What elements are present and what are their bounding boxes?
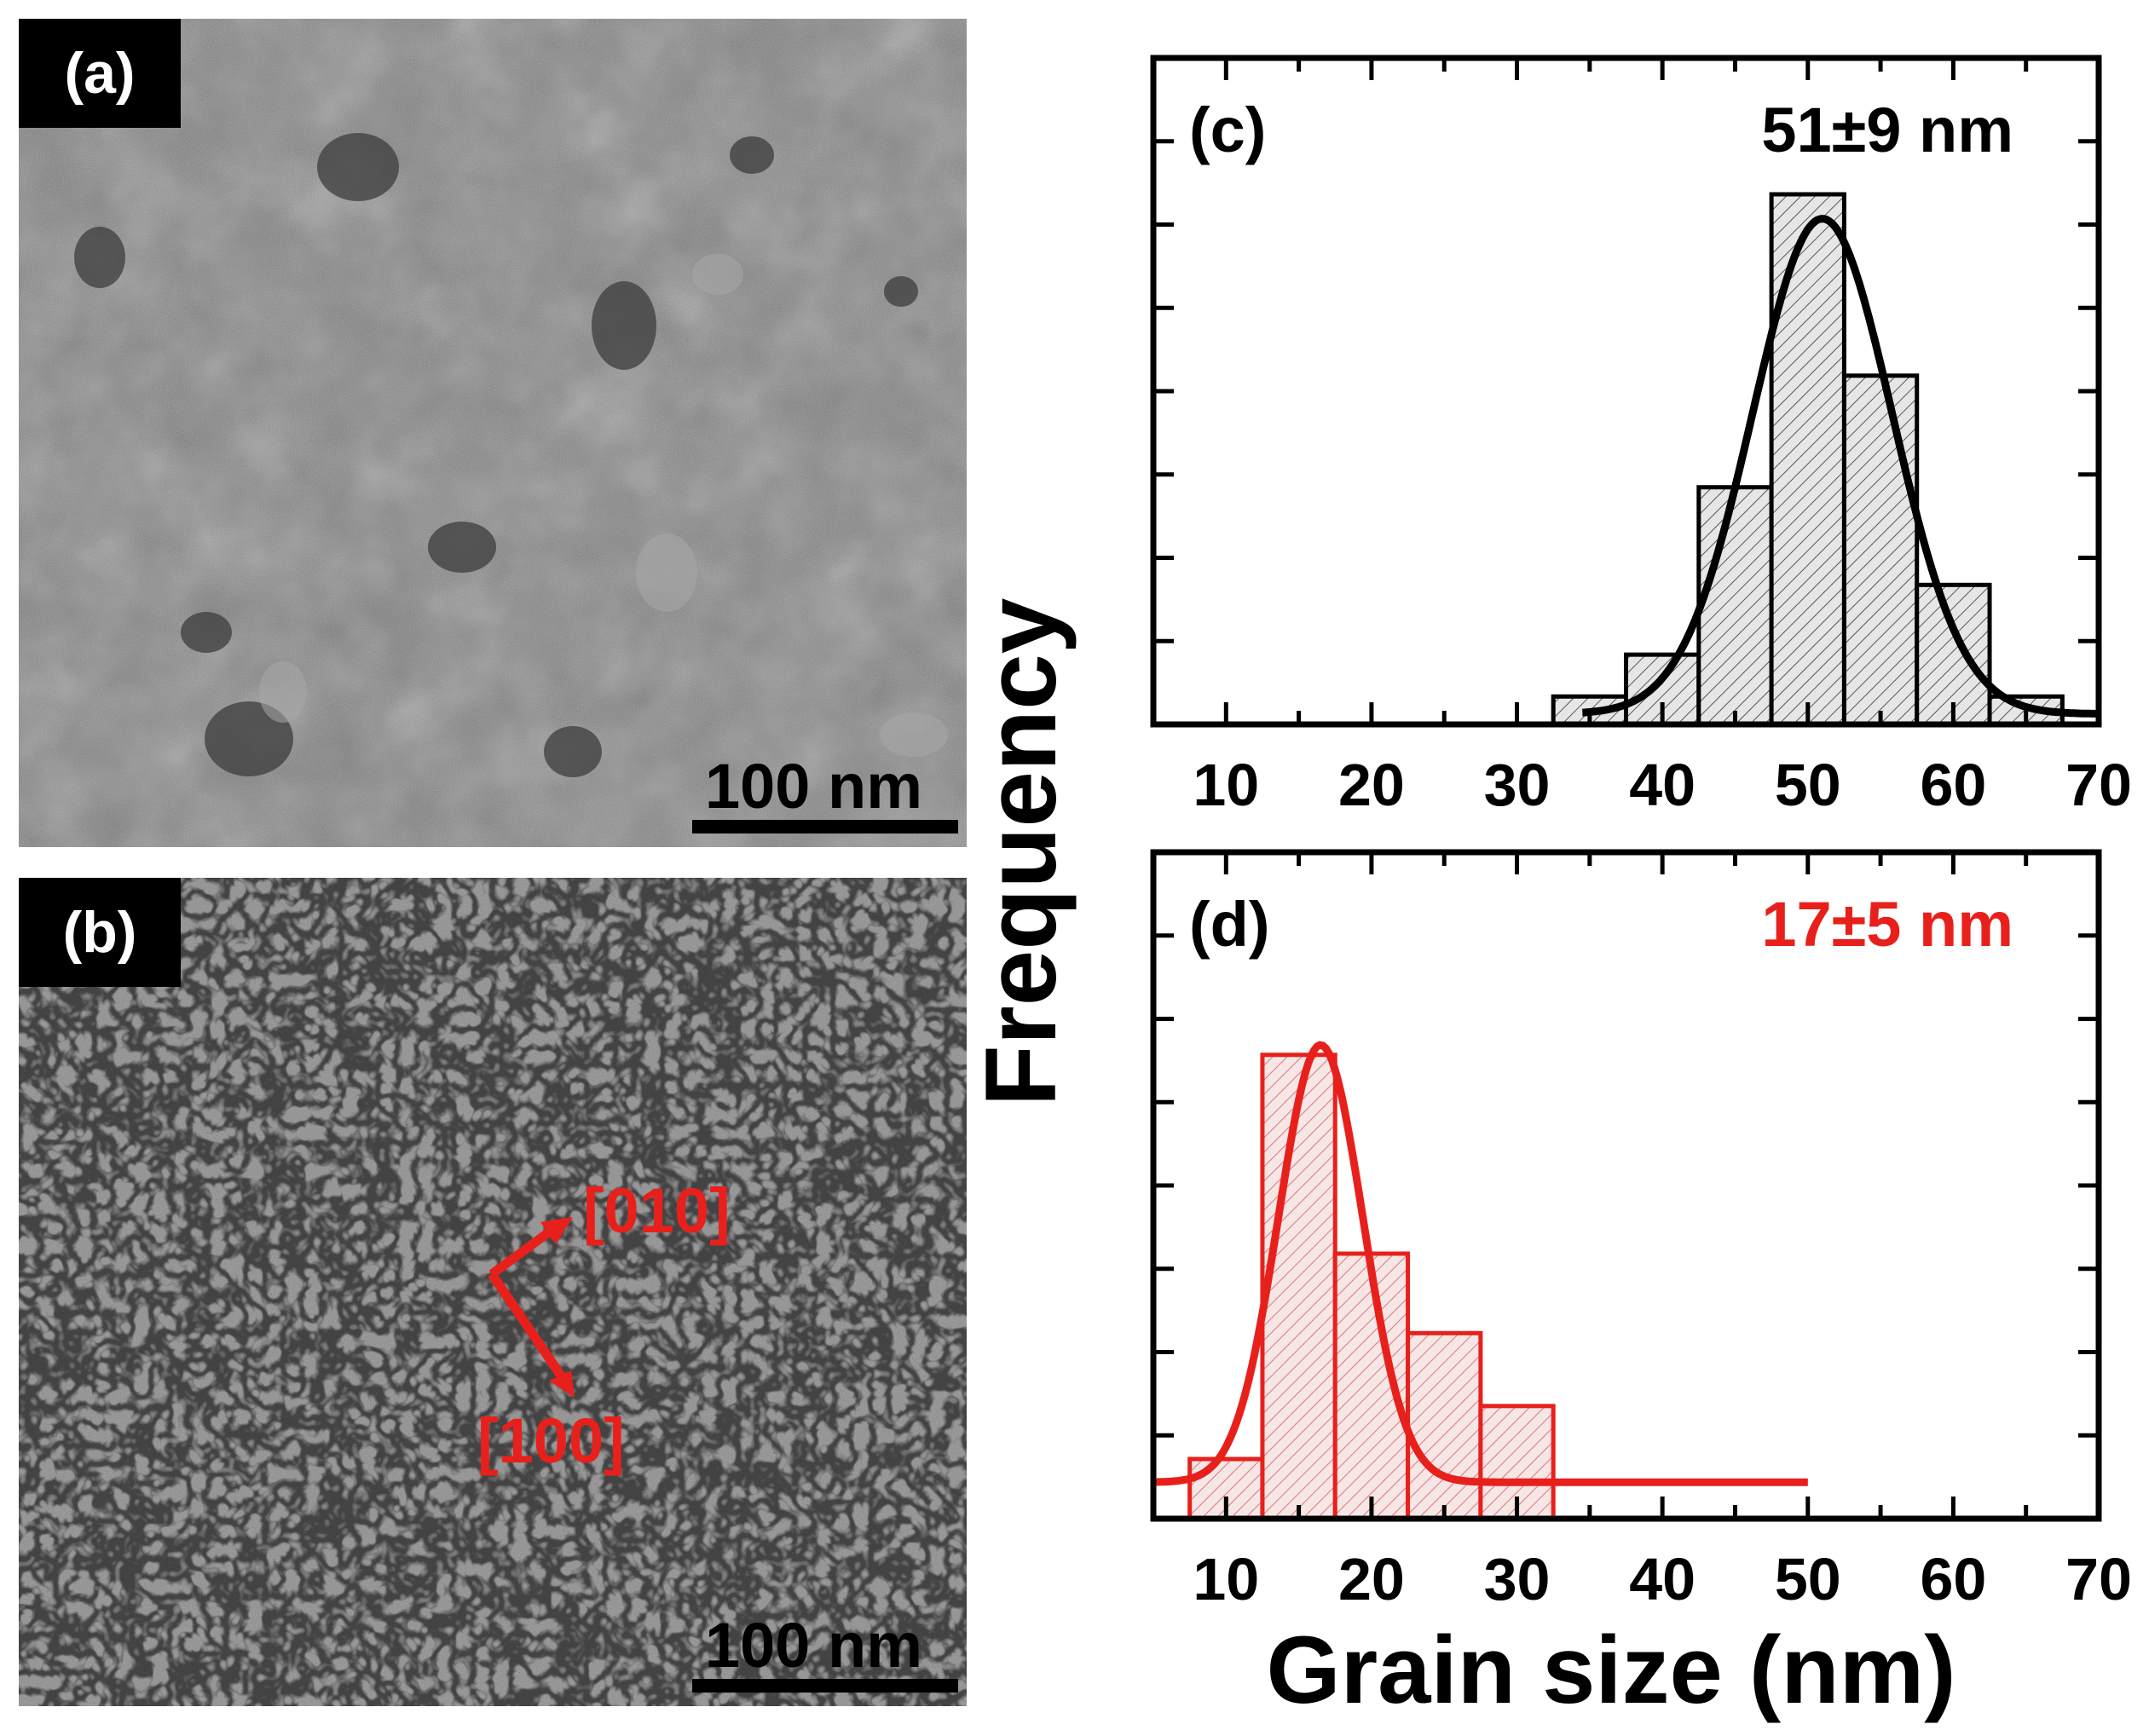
y-axis-label: Frequency (965, 598, 1077, 1107)
chart-c: 10 20 30 40 50 60 70 (c) 51±9 nm (1150, 55, 2132, 818)
x-axis-label: Grain size (nm) (1266, 1617, 1955, 1723)
panel-label-b: (b) (19, 878, 181, 987)
x-tick-label-c: 60 (1920, 752, 1986, 818)
mean-size-annotation-d: 17±5 nm (1761, 889, 2013, 960)
x-tick-label-c: 10 (1193, 752, 1259, 818)
x-tick-label-d: 20 (1338, 1546, 1405, 1612)
direction-label-010: [010] (583, 1175, 731, 1246)
histogram-bar-c-3 (1769, 192, 1846, 727)
panel-label-c: (c) (1189, 95, 1266, 165)
histogram-bar-d-1 (1260, 1053, 1337, 1521)
histogram-bar-c-4 (1841, 373, 1920, 727)
gaussian-fit-c (1582, 215, 2099, 718)
gaussian-fit-d (1153, 1041, 1808, 1486)
x-tick-label-d: 30 (1484, 1546, 1551, 1612)
sem-texture-b (19, 878, 967, 1706)
x-tick-label-d: 60 (1920, 1546, 1986, 1612)
histogram-bar-c-5 (1915, 582, 1992, 727)
scale-bar-label-b: 100 nm (705, 1610, 923, 1681)
x-tick-label-c: 40 (1629, 752, 1696, 818)
sem-texture-a (19, 19, 967, 847)
direction-label-100: [100] (477, 1405, 625, 1476)
x-tick-label-d: 40 (1629, 1546, 1696, 1612)
scale-bar-a (692, 820, 958, 833)
scale-bar-b (692, 1679, 958, 1693)
panel-label-a: (a) (19, 19, 181, 128)
histogram-bar-d-3 (1406, 1330, 1483, 1521)
mean-size-annotation-c: 51±9 nm (1761, 95, 2013, 165)
chart-d: 10 20 30 40 50 60 70 (d) 17±5 nm (1150, 849, 2132, 1612)
panel-label-d: (d) (1189, 889, 1270, 960)
x-tick-label-c: 20 (1338, 752, 1405, 818)
histogram-bar-c-2 (1696, 485, 1774, 727)
x-tick-label-d: 50 (1775, 1546, 1841, 1612)
x-tick-label-d: 10 (1193, 1546, 1259, 1612)
x-tick-label-c: 70 (2065, 752, 2132, 818)
sem-image-a: (a) 100 nm (19, 19, 967, 847)
sem-image-b: (b) [010] [100] 100 nm (19, 878, 967, 1706)
scale-bar-label-a: 100 nm (705, 751, 923, 822)
x-tick-label-c: 50 (1775, 752, 1841, 818)
x-tick-label-d: 70 (2065, 1546, 2132, 1612)
x-tick-label-c: 30 (1484, 752, 1551, 818)
